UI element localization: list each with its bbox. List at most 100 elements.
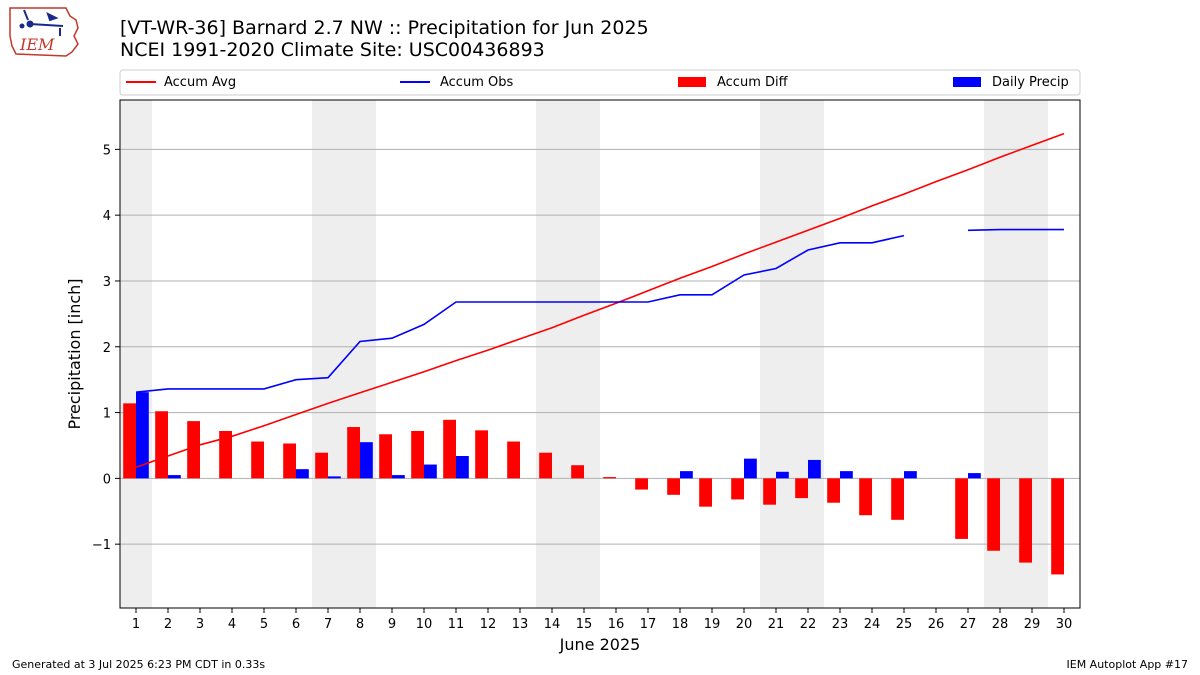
x-tick-label: 18 — [672, 617, 689, 632]
accum-diff-bar — [955, 478, 968, 539]
legend-items: Accum Avg Accum Obs Accum Diff Daily Precip — [126, 75, 1069, 90]
x-tick-label: 5 — [260, 617, 268, 632]
accum-diff-bar — [795, 478, 808, 499]
weekend-shading — [120, 100, 1048, 608]
legend: Accum Avg Accum Obs Accum Diff Daily Precip — [119, 69, 1081, 96]
daily-precip-bar — [808, 459, 821, 479]
accum-diff-bar — [603, 477, 616, 479]
y-tick-label: 3 — [103, 275, 111, 290]
y-tick-label: 0 — [103, 472, 111, 487]
x-tick-label: 12 — [480, 617, 497, 632]
accum-diff-bar — [1051, 478, 1064, 575]
chart-title: [VT-WR-36] Barnard 2.7 NW :: Precipitati… — [120, 17, 649, 61]
daily-precip-bar — [968, 473, 981, 479]
x-axis-label: June 2025 — [559, 635, 641, 654]
accum-diff-bar — [539, 452, 552, 479]
weekend-band — [536, 100, 600, 608]
x-tick-label: 7 — [324, 617, 332, 632]
accum-diff-bar — [635, 478, 648, 490]
daily-precip-bar — [136, 392, 149, 479]
iem-logo: IEM — [9, 7, 79, 57]
daily-precip-bar — [360, 442, 373, 479]
daily-precip-bar — [296, 469, 309, 479]
accum-diff-bar — [763, 478, 776, 505]
logo-text: IEM — [19, 35, 55, 54]
legend-label: Accum Diff — [717, 75, 789, 90]
y-tick-label: −1 — [92, 538, 111, 553]
accum-diff-bar — [187, 421, 200, 479]
legend-label: Daily Precip — [992, 75, 1069, 90]
accum-diff-bar — [731, 478, 744, 500]
x-tick-label: 29 — [1024, 617, 1041, 632]
x-tick-label: 25 — [896, 617, 913, 632]
title-line-1: [VT-WR-36] Barnard 2.7 NW :: Precipitati… — [120, 17, 649, 39]
accum-diff-bar — [283, 443, 296, 479]
accum-avg-line — [135, 132, 1065, 468]
weekend-band — [760, 100, 824, 608]
weekend-band — [312, 100, 376, 608]
accum-diff-bar — [123, 403, 136, 479]
daily-precip-bar — [776, 471, 789, 479]
app-label: IEM Autoplot App #17 — [1066, 658, 1189, 671]
legend-label: Accum Avg — [164, 75, 236, 90]
x-tick-label: 15 — [576, 617, 593, 632]
daily-precip-bar — [424, 464, 437, 479]
x-tick-label: 24 — [864, 617, 881, 632]
y-tick-label: 1 — [103, 407, 111, 422]
accum-diff-bar — [251, 441, 264, 479]
x-tick-label: 27 — [960, 617, 977, 632]
weekend-band — [120, 100, 152, 608]
accum-diff-bar — [891, 478, 904, 520]
x-tick-label: 23 — [832, 617, 849, 632]
y-axis-label: Precipitation [inch] — [65, 278, 84, 429]
daily-precip-bar — [392, 475, 405, 479]
accum-diff-bar — [475, 430, 488, 479]
accum-diff-bar — [315, 452, 328, 479]
lines — [135, 132, 1065, 468]
x-tick-label: 9 — [388, 617, 396, 632]
legend-box — [119, 69, 1081, 96]
daily-precip-bar — [456, 455, 469, 479]
x-tick-label: 11 — [448, 617, 465, 632]
legend-swatch-patch — [953, 77, 981, 87]
accum-diff-bar — [571, 465, 584, 479]
daily-precip-bar — [744, 458, 757, 479]
accum-diff-bar — [987, 478, 1000, 551]
weather-station-icon — [19, 9, 64, 36]
x-tick-label: 19 — [704, 617, 721, 632]
y-tick-label: 4 — [103, 209, 111, 224]
accum-diff-bar — [443, 419, 456, 479]
x-tick-label: 21 — [768, 617, 785, 632]
accum-diff-bar — [347, 427, 360, 479]
accum-diff-bar — [411, 430, 424, 479]
x-tick-label: 8 — [356, 617, 364, 632]
x-tick-label: 6 — [292, 617, 300, 632]
x-tick-label: 16 — [608, 617, 625, 632]
accum-diff-bar — [1019, 478, 1032, 563]
x-tick-label: 1 — [132, 617, 140, 632]
x-tick-label: 30 — [1056, 617, 1073, 632]
x-tick-label: 2 — [164, 617, 172, 632]
daily-precip-bar — [904, 471, 917, 479]
x-tick-label: 17 — [640, 617, 657, 632]
accum-obs-line — [967, 228, 1064, 232]
y-gridlines — [120, 148, 1080, 545]
x-tick-label: 20 — [736, 617, 753, 632]
y-tick-label: 2 — [103, 341, 111, 356]
x-tick-label: 26 — [928, 617, 945, 632]
legend-label: Accum Obs — [440, 75, 513, 90]
daily-precip-bar — [840, 471, 853, 479]
x-tick-label: 22 — [800, 617, 817, 632]
x-tick-label: 10 — [416, 617, 433, 632]
daily-precip-bar — [328, 476, 341, 479]
x-tick-label: 14 — [544, 617, 561, 632]
title-line-2: NCEI 1991-2020 Climate Site: USC00436893 — [120, 39, 545, 61]
accum-diff-bar — [155, 411, 168, 479]
accum-diff-bar — [219, 430, 232, 479]
accum-diff-bar — [859, 478, 872, 516]
accum-diff-bar — [667, 478, 680, 495]
accum-diff-bar — [827, 478, 840, 503]
plot-frame — [119, 99, 1081, 609]
generated-timestamp: Generated at 3 Jul 2025 6:23 PM CDT in 0… — [12, 658, 266, 671]
